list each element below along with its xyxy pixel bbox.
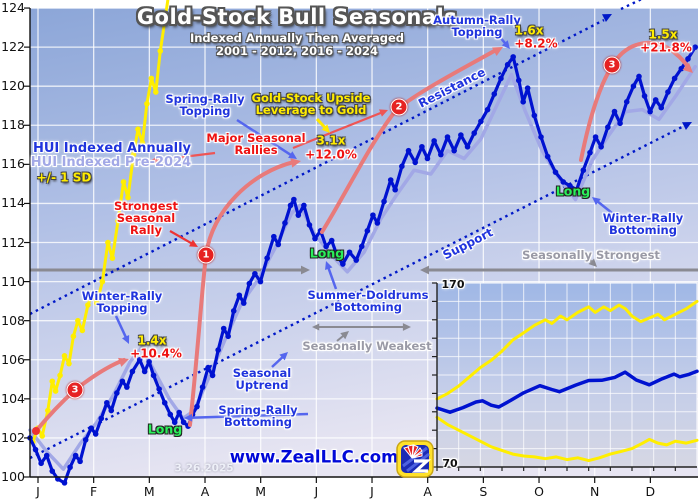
page-title: Gold-Stock Bull Seasonals bbox=[136, 4, 458, 29]
y-axis-tick-label: 122 bbox=[1, 39, 25, 55]
rally-marker-3-left: 3 bbox=[66, 381, 84, 399]
rally-marker-3-right: 3 bbox=[603, 56, 621, 74]
subtitle-line2: 2001 - 2012, 2016 - 2024 bbox=[216, 43, 378, 58]
x-axis-month-label: F bbox=[90, 484, 98, 499]
annotation-gold-stock-upside: Gold-Stock Upside Leverage to Gold bbox=[251, 90, 371, 117]
subtitle-line1: Indexed Annually Then Averaged bbox=[189, 30, 405, 45]
x-axis-month-label: A bbox=[200, 484, 210, 499]
annotation-winter-rally-topping: Winter-Rally Topping bbox=[81, 288, 163, 315]
y-axis-tick-label: 104 bbox=[1, 390, 25, 406]
annotation-major-seasonal-rallies: Major Seasonal Rallies bbox=[206, 130, 306, 157]
y-axis-tick-label: 102 bbox=[1, 429, 25, 445]
y-axis-tick-label: 100 bbox=[1, 469, 25, 484]
x-axis-month-label: O bbox=[534, 484, 544, 499]
annotation-winter-rally-bottoming: Winter-Rally Bottoming bbox=[602, 210, 684, 237]
x-axis-month-label: M bbox=[143, 484, 155, 499]
annotation-summer-doldrums-bottoming: Summer-Doldrums Bottoming bbox=[307, 287, 429, 314]
stat-spring-gain: +12.0% bbox=[305, 147, 357, 162]
legend-hui-indexed: HUI Indexed Annually bbox=[32, 141, 192, 157]
x-axis-month-label: D bbox=[645, 484, 656, 499]
stat-winter-right-gain: +21.8% bbox=[640, 40, 692, 55]
x-axis-month-label: A bbox=[423, 484, 432, 499]
website-link[interactable]: www.ZealLLC.com bbox=[229, 447, 399, 467]
annotation-autumn-rally-topping: Autumn-Rally Topping bbox=[433, 12, 521, 39]
annotation-spring-rally-topping: Spring-Rally Topping bbox=[165, 91, 245, 118]
x-axis-month-label: J bbox=[314, 484, 319, 499]
rally-marker-1: 1 bbox=[197, 246, 215, 264]
chart-date: 3.26.2025 bbox=[174, 462, 234, 475]
y-axis-tick-label: 108 bbox=[1, 312, 25, 328]
legend-hui-pre2024: HUI Indexed Pre-2024 bbox=[30, 155, 192, 171]
stat-autumn-multiple: 1.6x bbox=[514, 23, 544, 38]
y-axis-tick-label: 114 bbox=[1, 195, 25, 211]
y-axis-tick-label: 116 bbox=[1, 156, 25, 172]
rally-marker-2: 2 bbox=[390, 98, 408, 116]
x-axis-month-label: M bbox=[255, 484, 267, 499]
annotation-seasonally-weakest: Seasonally Weakest bbox=[302, 338, 432, 353]
long-signal-spring: Long bbox=[147, 421, 183, 437]
annotation-seasonally-strongest: Seasonally Strongest bbox=[522, 247, 660, 262]
annotation-seasonal-uptrend: Seasonal Uptrend bbox=[232, 365, 292, 392]
y-axis-tick-label: 124 bbox=[1, 0, 25, 16]
stat-winter-left-multiple: 1.4x bbox=[137, 333, 167, 348]
long-signal-winter: Long bbox=[555, 183, 591, 199]
stat-winter-left-gain: +10.4% bbox=[130, 346, 182, 361]
annotation-spring-rally-bottoming: Spring-Rally Bottoming bbox=[218, 402, 298, 429]
x-axis-month-label: J bbox=[36, 484, 40, 499]
stat-autumn-gain: +8.2% bbox=[514, 36, 558, 51]
zeal-logo-icon bbox=[396, 440, 434, 478]
stat-spring-multiple: 3.1x bbox=[316, 133, 346, 148]
inset-axis-bottom-label: 70 bbox=[442, 457, 458, 471]
y-axis-tick-label: 118 bbox=[1, 117, 25, 133]
y-axis-tick-label: 106 bbox=[1, 351, 25, 367]
x-axis-month-label: N bbox=[590, 484, 600, 499]
inset-axis-top-label: 170 bbox=[441, 278, 465, 292]
legend-sd-band: +/- 1 SD bbox=[36, 170, 92, 185]
long-signal-summer: Long bbox=[309, 245, 345, 261]
y-axis-tick-label: 120 bbox=[1, 78, 25, 94]
annotation-strongest-seasonal-rally: Strongest Seasonal Rally bbox=[114, 198, 178, 238]
y-axis-tick-label: 112 bbox=[1, 234, 25, 250]
x-axis-month-label: J bbox=[370, 484, 374, 499]
stat-winter-right-multiple: 1.5x bbox=[648, 27, 678, 42]
x-axis-month-label: S bbox=[479, 484, 488, 499]
y-axis-tick-label: 110 bbox=[1, 273, 25, 289]
